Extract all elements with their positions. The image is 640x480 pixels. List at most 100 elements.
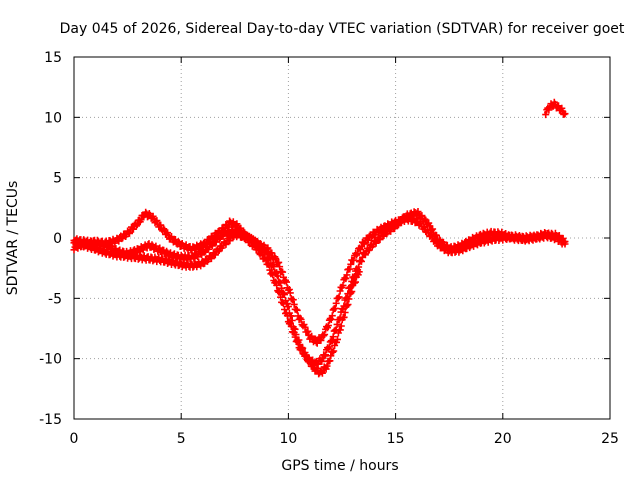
data-point [556,106,561,110]
data-point [190,255,194,259]
data-point [361,253,366,257]
y-tick-label: -10 [39,352,62,368]
data-point [372,241,376,245]
data-point [222,242,226,246]
y-axis-ticks: -15 -10 -5 0 5 10 15 [39,50,610,428]
y-tick-label: -15 [39,412,62,428]
data-point [136,220,140,224]
data-point [72,238,76,243]
data-point [72,246,76,250]
data-point [179,262,183,267]
data-point [479,240,483,244]
data-point [115,249,119,253]
data-point [158,224,162,228]
y-tick-label: 0 [53,231,62,247]
data-point [458,244,462,249]
chart-title: Day 045 of 2026, Sidereal Day-to-day VTE… [60,21,625,37]
data-point [372,231,376,235]
series-arc-c [70,208,363,378]
data-point [318,371,323,375]
data-point [158,248,162,252]
data-point [104,250,108,255]
y-tick-label: -5 [48,291,62,307]
data-point [552,102,556,106]
data-point [479,233,483,238]
data-point [115,238,119,243]
data-point [426,221,430,226]
data-point [147,243,151,247]
data-point [168,253,173,257]
data-point [190,264,194,268]
data-point [361,241,366,245]
data-point [325,364,329,368]
data-point [136,255,140,259]
data-point [168,260,173,264]
data-point [321,335,325,339]
data-point [254,241,258,245]
data-point [243,233,248,238]
x-tick-label: 10 [279,431,297,447]
x-tick-label: 20 [494,431,512,447]
series-markers [70,208,363,378]
data-point [426,230,430,234]
data-point [286,287,290,291]
data-point [126,252,130,256]
data-point [394,224,398,228]
data-point [511,236,516,240]
data-point [297,316,301,320]
data-point [544,110,548,115]
data-point [561,109,565,113]
y-axis-label: SDTVAR / TECUs [5,181,21,296]
data-point [235,224,239,228]
data-point [168,236,173,240]
data-point [544,233,548,238]
x-axis-ticks: 0 5 10 15 20 25 [70,57,619,447]
data-point [554,236,559,240]
data-point [211,235,215,239]
series-arc-b [70,208,569,369]
data-point [342,313,346,317]
data-point [179,255,183,259]
data-point [93,242,98,246]
data-point [321,357,325,361]
x-axis-label: GPS time / hours [281,458,398,474]
data-point [333,342,338,346]
y-tick-label: 5 [53,171,62,187]
y-tick-label: 10 [44,110,62,126]
data-point [329,340,333,344]
data-point [211,253,215,257]
data-point [143,212,147,216]
data-point [276,275,280,279]
data-point [136,248,140,252]
series-markers [70,208,569,369]
data-point [404,214,408,218]
data-point [548,104,552,109]
data-point [329,316,333,320]
data-point [308,335,312,339]
data-point [383,231,387,235]
data-point [415,219,419,223]
x-tick-label: 5 [177,431,186,447]
data-point [415,211,419,215]
data-point [303,354,308,358]
x-tick-label: 15 [387,431,405,447]
data-point [190,247,194,251]
data-point [104,241,108,245]
data-point [222,226,226,230]
data-point [286,306,290,310]
data-point [265,252,269,256]
data-point [158,258,162,262]
data-point [351,258,355,262]
data-point [447,247,451,251]
data-point [228,220,233,224]
data-point [201,243,205,247]
data-point [314,340,318,344]
data-point [563,112,567,116]
data-point [126,231,130,235]
series-arc-d [542,98,569,119]
data-point [179,243,183,247]
data-point [340,308,344,312]
data-point [83,240,87,244]
x-tick-label: 0 [70,431,79,447]
data-point [501,232,505,236]
